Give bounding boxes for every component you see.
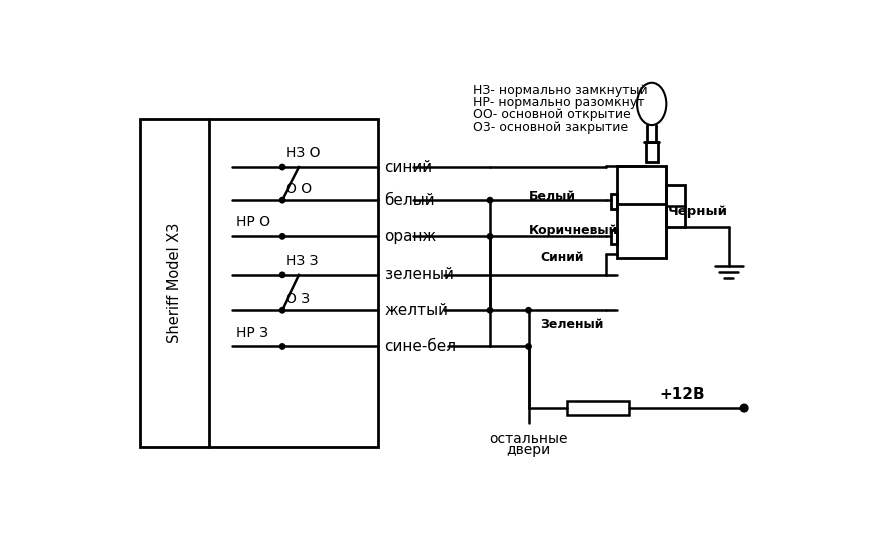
Text: Коричневый: Коричневый — [529, 224, 618, 237]
Text: НР О: НР О — [236, 215, 270, 229]
Text: сине-бел: сине-бел — [385, 339, 457, 354]
Text: НЗ- нормально замкнутый: НЗ- нормально замкнутый — [473, 84, 648, 97]
Bar — [140, 119, 378, 446]
Circle shape — [279, 344, 285, 349]
Circle shape — [487, 234, 492, 239]
Bar — [611, 194, 617, 209]
Bar — [666, 185, 685, 227]
Text: ОО- основной открытие: ОО- основной открытие — [473, 108, 631, 121]
Text: О З: О З — [286, 292, 310, 306]
Text: О О: О О — [286, 181, 312, 196]
Circle shape — [279, 272, 285, 277]
Text: желтый: желтый — [385, 303, 448, 318]
Text: остальные: остальные — [489, 432, 568, 446]
Text: Sheriff Model X3: Sheriff Model X3 — [167, 223, 182, 343]
Text: +12В: +12В — [659, 387, 705, 402]
Text: НР З: НР З — [236, 326, 268, 340]
Text: НР- нормально разомкнут: НР- нормально разомкнут — [473, 96, 644, 109]
Text: О3- основной закрытие: О3- основной закрытие — [473, 121, 629, 133]
Circle shape — [487, 307, 492, 313]
Circle shape — [279, 307, 285, 313]
Text: НЗ О: НЗ О — [286, 146, 321, 160]
Text: Белый: Белый — [529, 190, 575, 203]
Circle shape — [487, 198, 492, 203]
Text: белый: белый — [385, 193, 435, 208]
Text: синий: синий — [385, 160, 432, 175]
Circle shape — [279, 234, 285, 239]
Bar — [617, 166, 666, 258]
Text: НЗ З: НЗ З — [286, 254, 318, 268]
Circle shape — [279, 165, 285, 170]
Circle shape — [526, 307, 531, 313]
Text: двери: двери — [507, 444, 551, 458]
Bar — [645, 142, 658, 162]
Circle shape — [526, 344, 531, 349]
Text: зеленый: зеленый — [385, 267, 453, 282]
Text: Черный: Черный — [668, 205, 728, 218]
Text: Зеленый: Зеленый — [540, 318, 604, 331]
Circle shape — [279, 198, 285, 203]
Bar — [611, 230, 617, 244]
Text: оранж: оранж — [385, 229, 437, 244]
Circle shape — [740, 404, 748, 412]
Text: Синий: Синий — [540, 252, 583, 264]
Bar — [567, 401, 629, 415]
